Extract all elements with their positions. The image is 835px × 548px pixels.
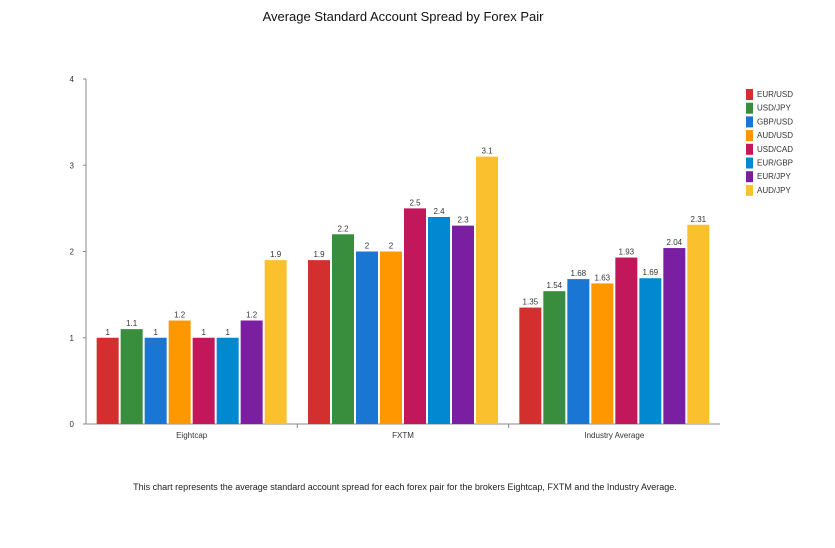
x-tick-label: Industry Average <box>584 431 644 440</box>
bar <box>567 279 590 424</box>
bar <box>356 251 378 424</box>
y-tick-label: 3 <box>70 161 75 170</box>
legend-label: AUD/USD <box>757 131 793 140</box>
y-tick-label: 1 <box>70 334 75 343</box>
legend: EUR/USD USD/JPY GBP/USD AUD/USD USD/CAD EUR/G… <box>746 89 793 196</box>
bar <box>192 337 215 424</box>
bar-value-label: 1.9 <box>313 250 325 259</box>
legend-swatch <box>746 171 753 183</box>
legend-swatch <box>746 130 753 142</box>
bar-value-label: 2.4 <box>433 207 445 216</box>
legend-swatch <box>746 184 753 196</box>
bar-value-label: 1.68 <box>571 269 587 278</box>
bar-value-label: 2.3 <box>457 216 469 225</box>
bar-value-label: 2.04 <box>667 238 683 247</box>
y-tick-label: 4 <box>70 75 75 84</box>
bar <box>216 337 239 424</box>
bar-value-label: 1 <box>105 328 110 337</box>
legend-label: EUR/USD <box>757 90 793 99</box>
legend-label: AUD/JPY <box>757 186 791 195</box>
bar <box>519 307 542 424</box>
bar <box>452 225 474 424</box>
bar-value-label: 2 <box>389 242 394 251</box>
bar-value-label: 1.9 <box>270 250 282 259</box>
legend-swatch <box>746 157 753 169</box>
bar <box>240 320 263 424</box>
bar-value-label: 1 <box>153 328 158 337</box>
bar <box>168 320 191 424</box>
x-tick-label: FXTM <box>392 431 414 440</box>
bar <box>663 248 686 424</box>
bar <box>615 257 638 424</box>
bar-value-label: 2 <box>365 242 370 251</box>
bar-value-label: 2.5 <box>409 198 421 207</box>
legend-swatch <box>746 116 753 128</box>
axes: 0 1 2 3 4 Eightcap FXTM Industry Average <box>70 75 720 440</box>
bar-value-label: 1.54 <box>547 281 563 290</box>
bar-value-label: 1.93 <box>619 248 635 257</box>
bar <box>404 208 426 424</box>
chart-caption: This chart represents the average standa… <box>133 482 677 492</box>
legend-swatch <box>746 102 753 114</box>
bar-value-label: 1.63 <box>595 273 611 282</box>
bar-value-label: 1 <box>201 328 206 337</box>
legend-label: EUR/JPY <box>757 172 791 181</box>
chart-title: Average Standard Account Spread by Forex… <box>263 9 545 24</box>
legend-swatch <box>746 89 753 100</box>
bar-value-label: 3.1 <box>481 147 493 156</box>
bar <box>591 283 614 424</box>
bar <box>308 260 330 424</box>
legend-label: USD/CAD <box>757 145 793 154</box>
legend-swatch <box>746 143 753 155</box>
bar <box>639 278 662 424</box>
bar-value-label: 1.1 <box>126 319 138 328</box>
bar-value-label: 1.35 <box>523 298 539 307</box>
bar-value-label: 2.31 <box>691 215 707 224</box>
y-tick-label: 0 <box>70 420 75 429</box>
x-tick-label: Eightcap <box>176 431 208 440</box>
bar <box>332 234 354 424</box>
bar <box>543 291 566 424</box>
bar-value-label: 1.2 <box>246 311 258 320</box>
legend-label: EUR/GBP <box>757 159 793 168</box>
legend-label: USD/JPY <box>757 104 791 113</box>
bar-value-label: 2.2 <box>337 224 349 233</box>
bar <box>380 251 402 424</box>
bar <box>428 217 450 424</box>
bars: 1 1.1 1 1.2 1 1 1.2 1.9 1.9 2.2 2 2 2.5 2.4 2.3 3.1 1.35… <box>96 147 710 424</box>
bar-value-label: 1 <box>225 328 230 337</box>
bar <box>476 156 498 424</box>
bar <box>687 224 710 424</box>
bar-value-label: 1.2 <box>174 311 186 320</box>
bar <box>96 337 119 424</box>
bar <box>264 260 287 424</box>
y-tick-label: 2 <box>70 248 75 257</box>
legend-label: GBP/USD <box>757 117 793 126</box>
bar <box>120 329 143 424</box>
bar <box>144 337 167 424</box>
bar-value-label: 1.69 <box>643 268 659 277</box>
